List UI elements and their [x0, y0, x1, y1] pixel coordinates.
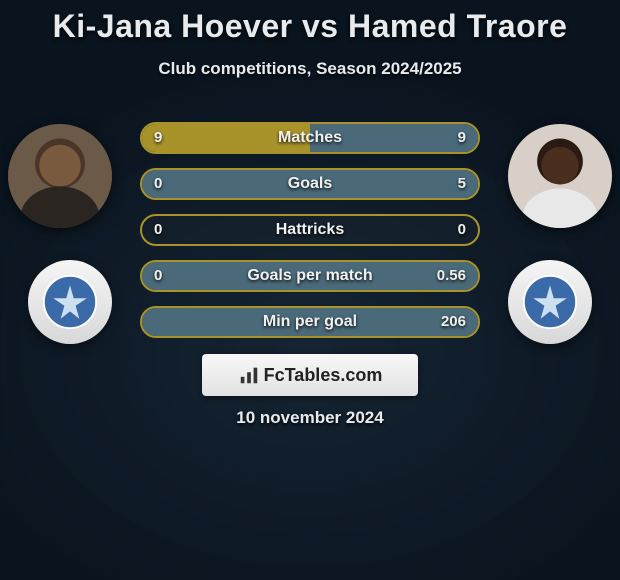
- stat-label: Matches: [142, 124, 478, 151]
- club-left-badge: [28, 260, 112, 344]
- stat-value-left: 9: [154, 124, 162, 151]
- club-crest-icon: [522, 274, 578, 330]
- brand-badge: FcTables.com: [202, 354, 418, 396]
- stat-value-right: 5: [458, 170, 466, 197]
- stat-value-left: 0: [154, 170, 162, 197]
- stat-row: Hattricks0 0: [140, 214, 480, 246]
- content-root: Ki-Jana Hoever vs Hamed Traore Club comp…: [0, 0, 620, 580]
- page-title: Ki-Jana Hoever vs Hamed Traore: [0, 8, 620, 45]
- stat-label: Min per goal: [142, 308, 478, 335]
- brand-text: FcTables.com: [264, 365, 383, 386]
- bar-chart-icon: [238, 364, 260, 386]
- stat-value-left: 0: [154, 216, 162, 243]
- stat-row: Matches9 9: [140, 122, 480, 154]
- stat-value-right: 0: [458, 216, 466, 243]
- stat-row: Min per goal206: [140, 306, 480, 338]
- stat-value-right: 0.56: [437, 262, 466, 289]
- stat-row: Goals0 5: [140, 168, 480, 200]
- stat-value-right: 206: [441, 308, 466, 335]
- stat-value-right: 9: [458, 124, 466, 151]
- club-right-badge: [508, 260, 592, 344]
- stat-label: Hattricks: [142, 216, 478, 243]
- stat-value-left: 0: [154, 262, 162, 289]
- stats-bars: Matches99Goals05Hattricks00Goals per mat…: [140, 122, 480, 352]
- stat-row: Goals per match0 0.56: [140, 260, 480, 292]
- date-text: 10 november 2024: [0, 408, 620, 428]
- player-right-avatar: [508, 124, 612, 228]
- page-subtitle: Club competitions, Season 2024/2025: [0, 59, 620, 79]
- person-silhouette-icon: [508, 124, 612, 228]
- stat-label: Goals per match: [142, 262, 478, 289]
- stat-label: Goals: [142, 170, 478, 197]
- person-silhouette-icon: [8, 124, 112, 228]
- player-left-avatar: [8, 124, 112, 228]
- club-crest-icon: [42, 274, 98, 330]
